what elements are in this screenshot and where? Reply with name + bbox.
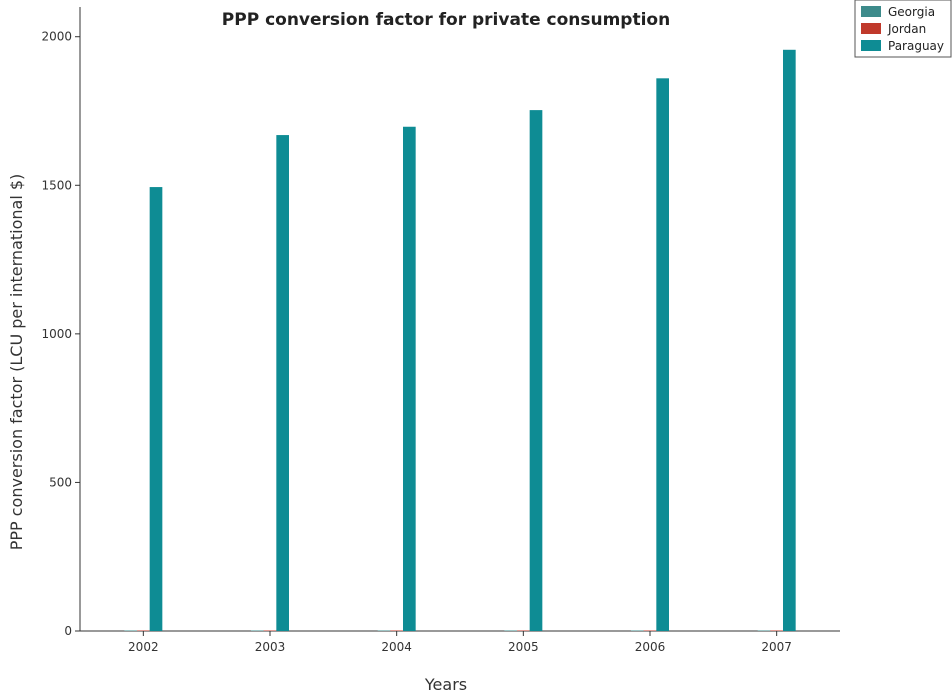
bar-jordan-2003: [263, 630, 277, 631]
y-tick-label: 1500: [41, 178, 72, 192]
x-tick-label: 2007: [761, 640, 792, 654]
bar-paraguay-2003: [276, 135, 289, 631]
bar-georgia-2006: [631, 630, 644, 631]
bar-georgia-2002: [124, 630, 137, 631]
bar-jordan-2007: [770, 630, 783, 631]
bar-jordan-2005: [517, 630, 530, 631]
y-tick-label: 0: [64, 624, 72, 638]
chart-title: PPP conversion factor for private consum…: [222, 10, 670, 30]
y-tick-label: 1000: [41, 327, 72, 341]
bar-georgia-2004: [377, 630, 391, 631]
bar-jordan-2006: [643, 630, 657, 631]
bar-georgia-2003: [251, 630, 264, 631]
y-tick-label: 500: [49, 475, 72, 489]
bar-jordan-2002: [137, 630, 150, 631]
bar-paraguay-2004: [403, 126, 416, 632]
legend-swatch-georgia: [861, 6, 881, 17]
x-axis-label: Years: [424, 675, 467, 694]
bar-paraguay-2007: [783, 49, 796, 631]
bar-georgia-2007: [757, 630, 771, 631]
x-tick-label: 2005: [508, 640, 539, 654]
x-tick-label: 2006: [635, 640, 666, 654]
legend: Georgia Jordan Paraguay: [854, 0, 952, 58]
legend-label-georgia: Georgia: [888, 5, 935, 19]
y-axis-label: PPP conversion factor (LCU per internati…: [7, 174, 26, 551]
legend-swatch-jordan: [861, 23, 881, 34]
bar-georgia-2005: [504, 630, 517, 631]
legend-label-paraguay: Paraguay: [888, 39, 944, 53]
legend-label-jordan: Jordan: [887, 22, 926, 36]
bar-paraguay-2005: [529, 110, 543, 631]
plot-area: 0 500 1000 1500 2000 2002 2003 2004 2005 2006 2007: [41, 7, 840, 654]
bar-paraguay-2002: [149, 187, 163, 631]
bar-jordan-2004: [390, 630, 403, 631]
bar-paraguay-2006: [656, 78, 669, 632]
y-tick-label: 2000: [41, 30, 72, 44]
x-tick-label: 2002: [128, 640, 159, 654]
x-tick-label: 2003: [255, 640, 286, 654]
x-tick-label: 2004: [381, 640, 412, 654]
legend-swatch-paraguay: [861, 40, 881, 51]
